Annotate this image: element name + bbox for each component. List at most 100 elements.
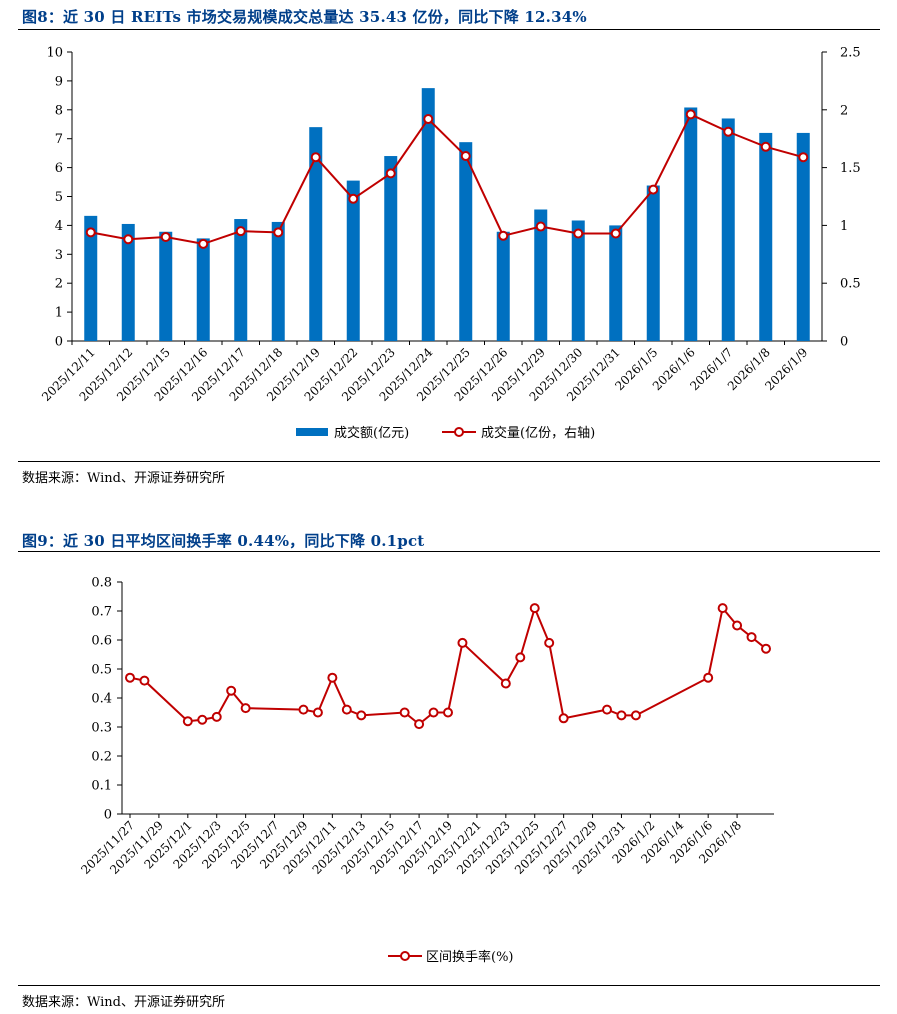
left-axis-tick-label: 0 (55, 335, 63, 350)
line-point-turnover-volume (123, 234, 134, 245)
left-axis-tick-label: 3 (55, 248, 63, 263)
line-point-turnover-rate (529, 603, 540, 614)
y-axis-tick-label: 0.2 (91, 750, 112, 765)
left-axis-tick-label: 4 (55, 219, 63, 234)
y-axis-tick-label: 0.3 (91, 721, 112, 736)
y-axis-tick-label: 0.5 (91, 663, 112, 678)
line-point-turnover-volume (460, 151, 471, 162)
line-point-turnover-volume (310, 152, 321, 163)
line-point-turnover-rate (312, 707, 323, 718)
bar-turnover-amount (684, 107, 698, 341)
legend-line-label: 区间换手率(%) (426, 949, 514, 965)
line-point-turnover-volume (798, 152, 809, 163)
bar-turnover-amount (196, 238, 210, 341)
bar-turnover-amount (234, 219, 248, 341)
legend-line-marker (400, 951, 410, 961)
right-axis-tick-label: 1 (840, 219, 848, 234)
line-point-turnover-rate (298, 704, 309, 715)
line-point-turnover-rate (602, 704, 612, 715)
line-point-turnover-rate (327, 672, 338, 683)
figure8-top-rule (18, 29, 880, 30)
right-axis-tick-label: 0 (840, 335, 848, 350)
bar-turnover-amount (159, 231, 173, 341)
line-point-turnover-volume (160, 231, 171, 242)
line-point-turnover-rate (211, 711, 222, 722)
bar-turnover-amount (721, 118, 735, 341)
bar-turnover-amount (571, 220, 585, 341)
right-axis-tick-label: 2 (840, 103, 848, 118)
bar-turnover-amount (346, 180, 360, 341)
left-axis-tick-label: 8 (55, 103, 63, 118)
figure9-top-rule (18, 551, 880, 552)
left-axis-tick-label: 5 (55, 190, 63, 205)
right-axis-tick-label: 1.5 (840, 161, 861, 176)
line-point-turnover-rate (544, 637, 555, 648)
figure9-chart: 00.10.20.30.40.50.60.70.82025/11/272025/… (78, 576, 774, 965)
bar-turnover-amount (459, 142, 473, 341)
left-axis-tick-label: 2 (55, 277, 63, 292)
line-point-turnover-volume (535, 221, 546, 232)
left-axis-tick-label: 10 (46, 46, 63, 61)
bar-turnover-amount (796, 132, 810, 341)
line-point-turnover-volume (573, 228, 584, 239)
legend-line-marker (454, 427, 464, 437)
bar-turnover-amount (646, 185, 660, 341)
line-point-turnover-volume (498, 230, 509, 241)
legend-bar-label: 成交额(亿元) (334, 425, 409, 441)
line-point-turnover-volume (85, 227, 96, 238)
line-point-turnover-rate (630, 710, 641, 721)
line-point-turnover-rate (414, 719, 425, 730)
line-point-turnover-rate (732, 620, 743, 631)
bar-turnover-amount (496, 231, 510, 341)
y-axis-tick-label: 0.8 (91, 576, 112, 591)
figure9-title: 图9：近 30 日平均区间换手率 0.44%，同比下降 0.1pct (22, 532, 425, 550)
legend-bar-swatch (296, 428, 328, 436)
line-point-turnover-rate (558, 713, 569, 724)
bar-turnover-amount (84, 215, 98, 341)
bar-turnover-amount (534, 209, 548, 341)
line-turnover-volume (90, 113, 804, 245)
bar-turnover-amount (759, 132, 773, 341)
y-axis-tick-label: 0.1 (91, 779, 112, 794)
y-axis-tick-label: 0.4 (91, 692, 112, 707)
line-point-turnover-rate (356, 710, 367, 721)
line-point-turnover-volume (348, 193, 359, 204)
y-axis-tick-label: 0.7 (91, 605, 112, 620)
line-point-turnover-rate (182, 716, 193, 727)
left-axis-tick-label: 9 (55, 74, 63, 89)
bar-turnover-amount (121, 223, 135, 341)
line-point-turnover-volume (610, 228, 621, 239)
line-point-turnover-rate (443, 707, 453, 718)
line-point-turnover-rate (500, 678, 511, 689)
line-point-turnover-rate (703, 672, 714, 683)
bar-turnover-amount (421, 88, 435, 341)
y-axis-tick-label: 0 (104, 808, 112, 823)
line-point-turnover-volume (385, 168, 396, 179)
bar-turnover-amount (271, 221, 285, 341)
line-point-turnover-rate (240, 703, 251, 714)
line-point-turnover-rate (717, 603, 728, 614)
left-axis-tick-label: 7 (55, 132, 63, 147)
line-point-turnover-rate (428, 707, 439, 718)
line-point-turnover-rate (125, 672, 135, 683)
line-point-turnover-rate (761, 643, 771, 654)
figure8-chart: 01234567891000.511.522.52025/12/112025/1… (39, 46, 861, 442)
bar-turnover-amount (309, 127, 323, 341)
bar-turnover-amount (384, 156, 398, 341)
line-point-turnover-rate (197, 714, 208, 725)
figure8-source: 数据来源：Wind、开源证券研究所 (22, 471, 225, 486)
line-point-turnover-rate (341, 704, 352, 715)
legend-line-label: 成交量(亿份，右轴) (481, 425, 595, 441)
line-point-turnover-volume (235, 226, 246, 237)
line-point-turnover-volume (723, 126, 734, 137)
line-point-turnover-rate (457, 637, 468, 648)
line-turnover-rate (129, 605, 767, 726)
line-point-turnover-volume (423, 114, 434, 125)
figure9-source: 数据来源：Wind、开源证券研究所 (22, 995, 225, 1010)
right-axis-tick-label: 0.5 (840, 277, 861, 292)
line-point-turnover-rate (139, 675, 150, 686)
line-point-turnover-volume (760, 141, 771, 152)
line-point-turnover-rate (746, 632, 757, 643)
line-point-turnover-rate (226, 685, 237, 696)
figure9-bottom-rule (18, 985, 880, 986)
